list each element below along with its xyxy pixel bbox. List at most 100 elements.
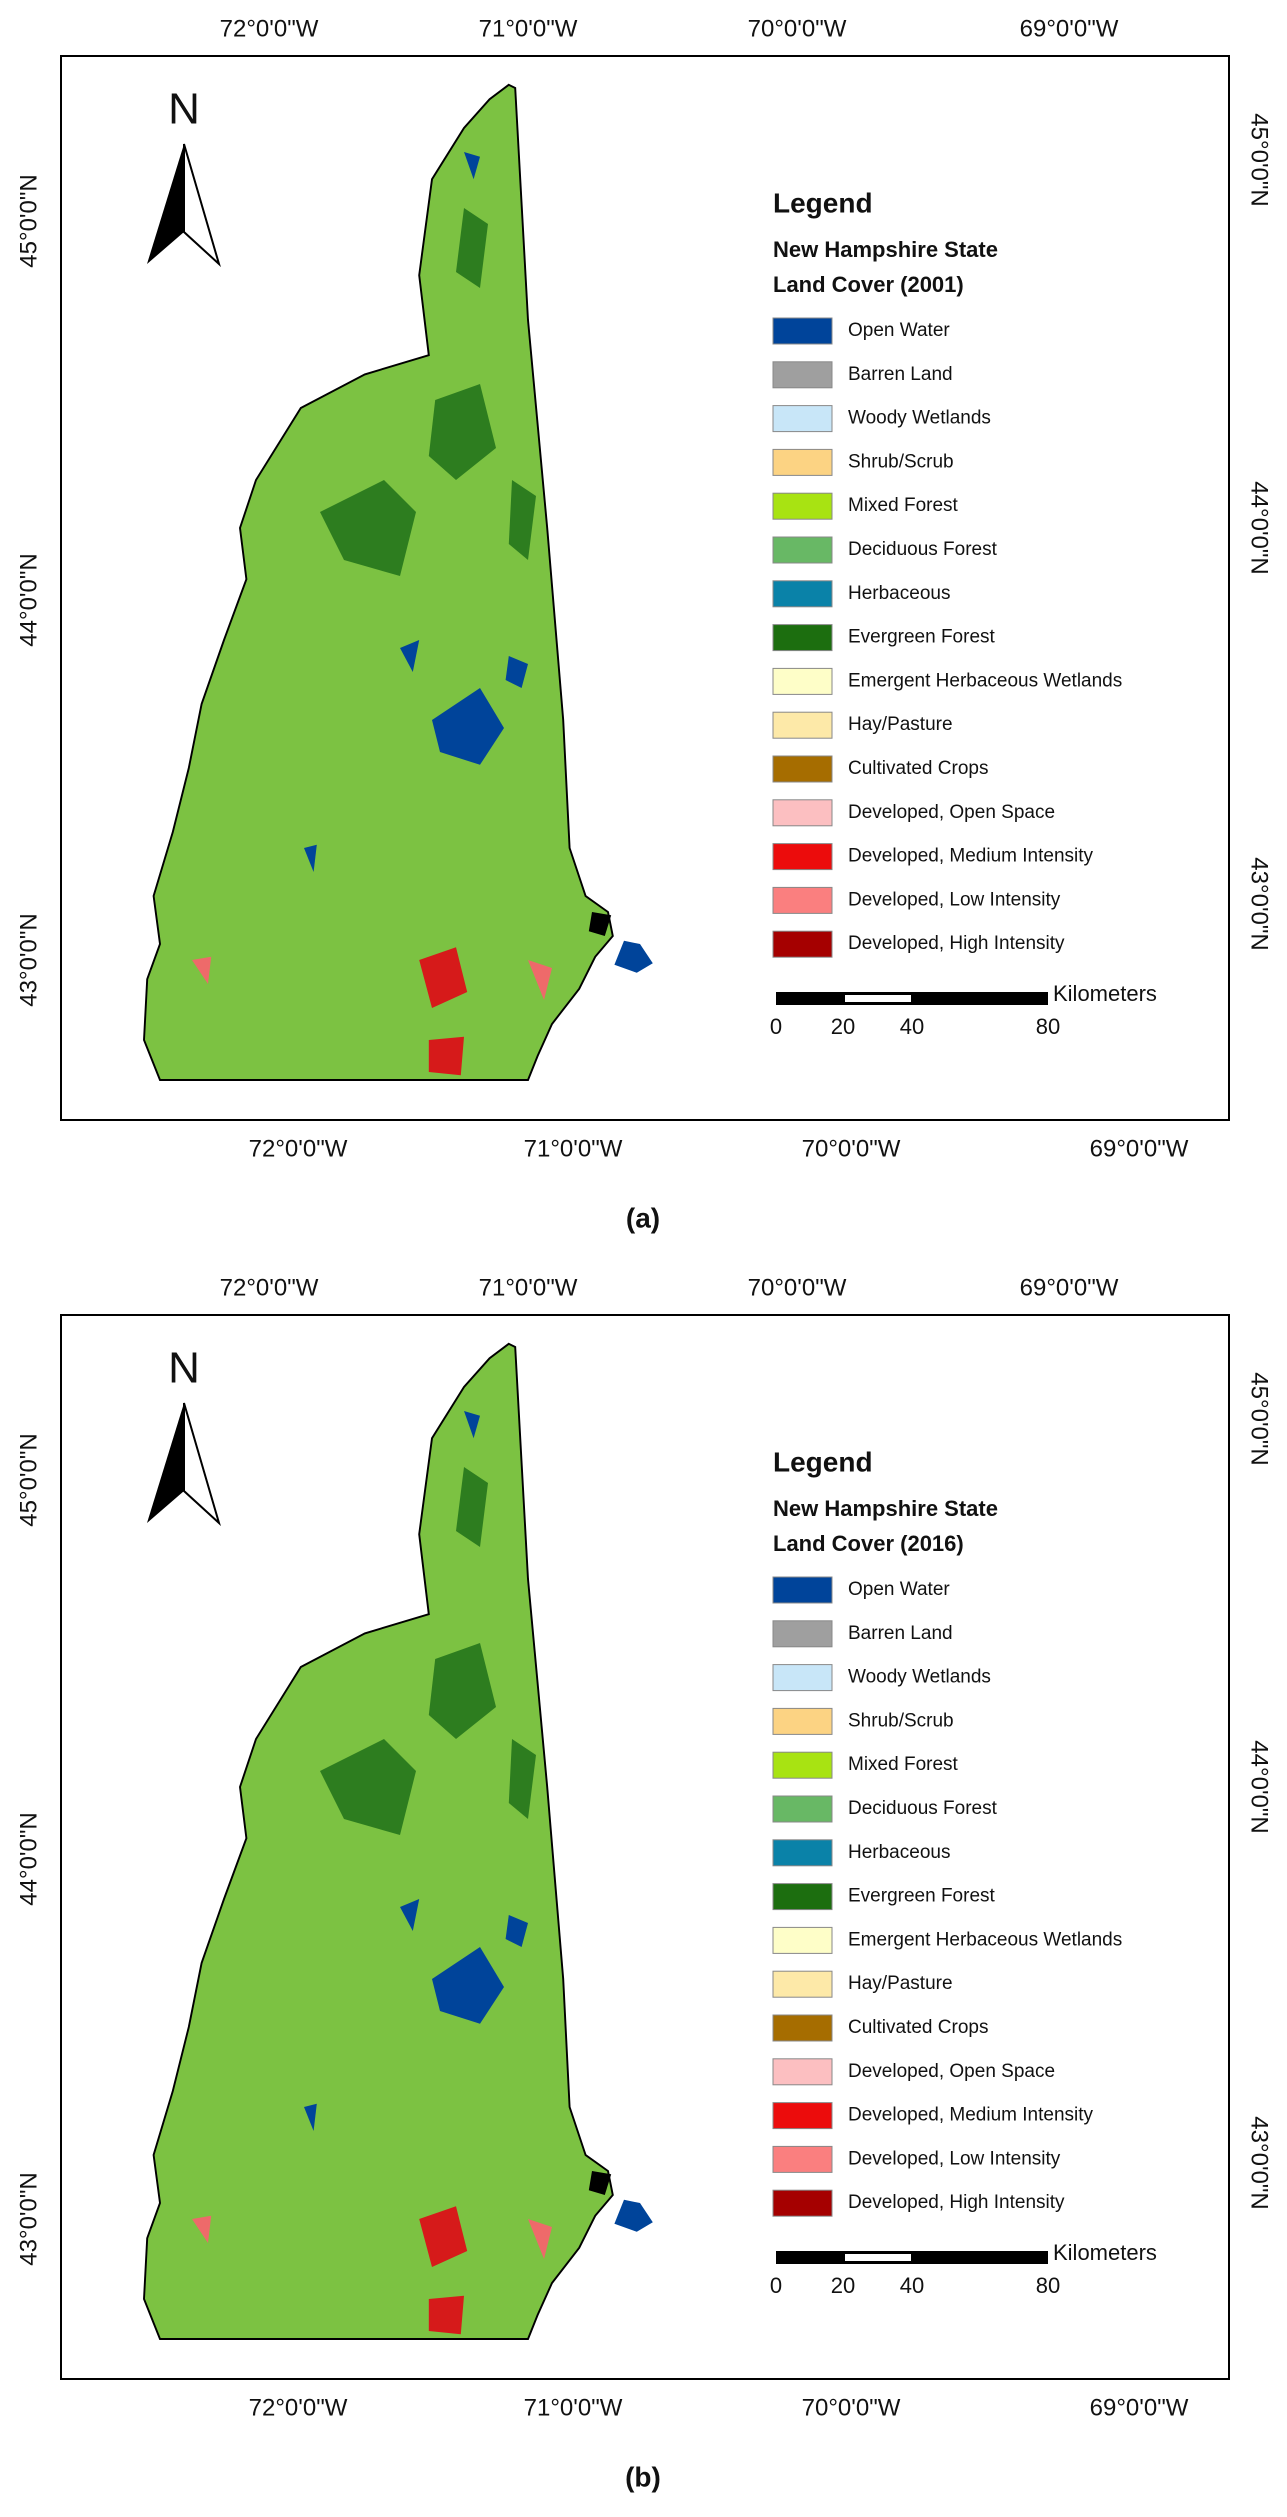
map-frame [60,1314,1230,2380]
latitude-label: 44°0'0"N [15,1812,42,1905]
legend-title: Legend [773,187,873,218]
legend-label: Mixed Forest [848,495,959,516]
legend-swatch [772,1926,833,1954]
legend-label: Developed, Open Space [848,2061,1055,2082]
latitude-label: 44°0'0"N [15,553,42,646]
latitude-label: 44°0'0"N [1246,1740,1273,1833]
latitude-label: 43°0'0"N [1246,857,1273,950]
legend-swatch [772,1620,833,1648]
legend-label: Emergent Herbaceous Wetlands [848,1929,1122,1950]
latitude-label: 45°0'0"N [1246,1372,1273,1465]
scale-label: 20 [831,1014,855,1039]
legend-subtitle: Land Cover (2001) [773,272,964,297]
legend-label: Herbaceous [848,1842,950,1863]
scale-unit: Kilometers [1053,2240,1157,2265]
legend-swatch [772,2058,833,2086]
legend-swatch [772,536,833,564]
legend-label: Developed, High Intensity [848,933,1065,954]
latitude-label: 43°0'0"N [15,913,42,1006]
legend-swatch [772,361,833,389]
longitude-label: 70°0'0"W [802,1135,901,1162]
map-frame [60,55,1230,1121]
legend-label: Open Water [848,1579,950,1600]
legend-swatch [772,1707,833,1735]
longitude-label: 71°0'0"W [479,15,578,42]
scale-bar [776,992,1048,1005]
legend-label: Barren Land [848,364,953,385]
latitude-label: 45°0'0"N [15,174,42,267]
north-arrow [147,1403,184,1523]
scale-bar [845,2254,911,2261]
legend-swatch [772,1751,833,1779]
legend-label: Developed, Medium Intensity [848,846,1094,867]
panel: 72°0'0"W 71°0'0"W 70°0'0"W 69°0'0"W 72°0'0"W… [15,15,1272,1233]
legend-swatch [772,2014,833,2042]
north-arrow [147,144,184,264]
legend-label: Developed, Open Space [848,802,1055,823]
legend-subtitle: New Hampshire State [773,1496,998,1521]
longitude-label: 71°0'0"W [524,1135,623,1162]
longitude-label: 71°0'0"W [479,1274,578,1301]
scale-label: 0 [770,2273,782,2298]
legend-subtitle: Land Cover (2016) [773,1531,964,1556]
legend-swatch [772,1839,833,1867]
scale-label: 80 [1036,2273,1060,2298]
scale-label: 40 [900,1014,924,1039]
legend-label: Deciduous Forest [848,539,998,560]
longitude-label: 70°0'0"W [748,15,847,42]
longitude-label: 71°0'0"W [524,2394,623,2421]
longitude-label: 69°0'0"W [1090,1135,1189,1162]
longitude-label: 72°0'0"W [249,2394,348,2421]
scale-label: 20 [831,2273,855,2298]
legend-swatch [772,624,833,652]
scale-label: 80 [1036,1014,1060,1039]
legend-swatch [772,1664,833,1692]
latitude-label: 44°0'0"N [1246,481,1273,574]
latitude-label: 43°0'0"N [15,2172,42,2265]
longitude-label: 70°0'0"W [802,2394,901,2421]
longitude-label: 72°0'0"W [220,1274,319,1301]
legend-label: Hay/Pasture [848,1973,953,1994]
legend-label: Developed, Medium Intensity [848,2105,1094,2126]
legend-swatch [772,448,833,476]
scale-bar [845,995,911,1002]
latitude-label: 45°0'0"N [1246,113,1273,206]
legend-subtitle: New Hampshire State [773,237,998,262]
longitude-label: 69°0'0"W [1020,15,1119,42]
caption: (b) [625,2461,661,2492]
legend-label: Developed, High Intensity [848,2192,1065,2213]
legend-label: Herbaceous [848,583,950,604]
caption: (a) [626,1202,660,1233]
legend-swatch [772,930,833,958]
legend-label: Barren Land [848,1623,953,1644]
legend-swatch [772,667,833,695]
legend-label: Cultivated Crops [848,758,988,779]
latitude-label: 45°0'0"N [15,1433,42,1526]
legend-swatch [772,711,833,739]
legend-label: Deciduous Forest [848,1798,998,1819]
legend-label: Shrub/Scrub [848,1710,954,1731]
legend-label: Developed, Low Intensity [848,2148,1061,2169]
legend-swatch [772,492,833,520]
legend-label: Evergreen Forest [848,627,996,648]
land-cover-map [143,1342,654,2340]
legend-swatch [772,405,833,433]
longitude-label: 69°0'0"W [1090,2394,1189,2421]
legend-swatch [772,843,833,871]
legend-swatch [772,1970,833,1998]
longitude-label: 72°0'0"W [220,15,319,42]
north-arrow [183,143,221,268]
land-cover-map [143,83,654,1081]
legend-swatch [772,317,833,345]
scale-unit: Kilometers [1053,981,1157,1006]
scale-label: 40 [900,2273,924,2298]
legend-title: Legend [773,1446,873,1477]
legend-swatch [772,580,833,608]
legend-swatch [772,2145,833,2173]
panel: 72°0'0"W 71°0'0"W 70°0'0"W 69°0'0"W 72°0'0"W… [15,1274,1272,2492]
legend-label: Woody Wetlands [848,1667,991,1688]
longitude-label: 72°0'0"W [249,1135,348,1162]
legend-label: Developed, Low Intensity [848,889,1061,910]
